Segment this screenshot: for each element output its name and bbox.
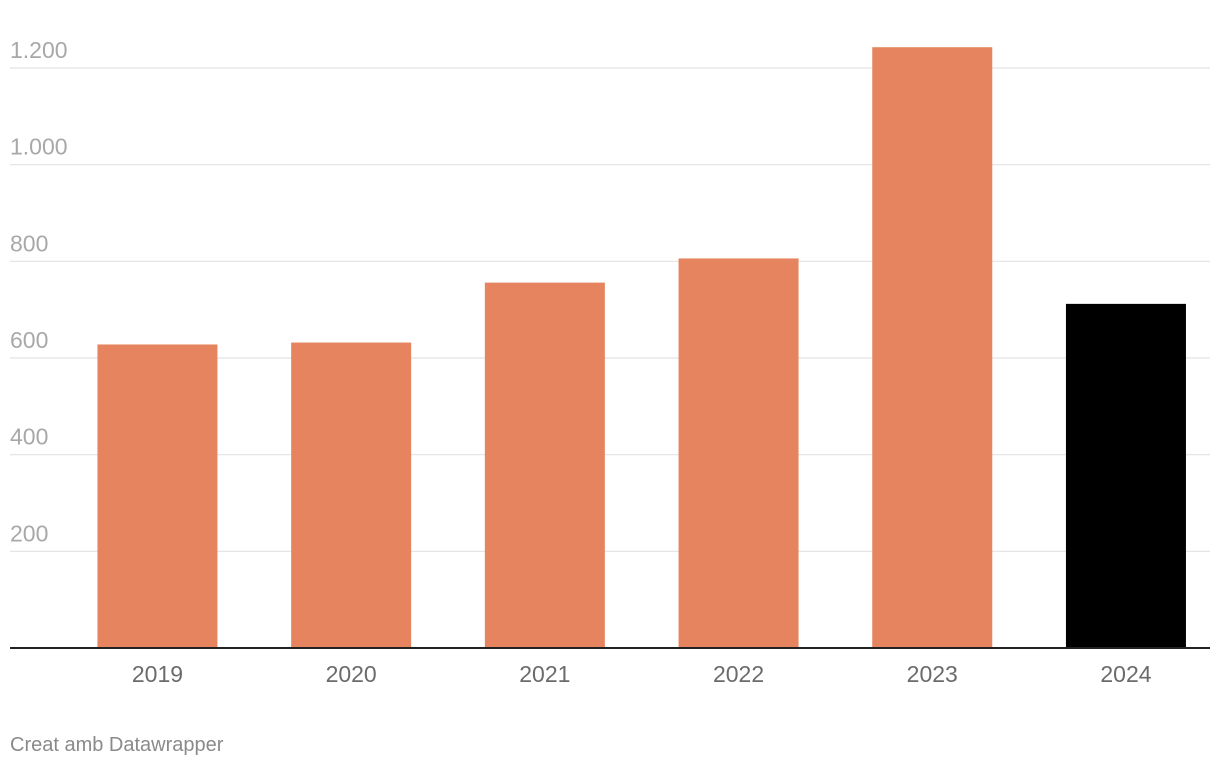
bar-2024[interactable] (1065, 303, 1186, 648)
y-axis-tick-labels: 200 400 600 800 1.000 1.200 (10, 37, 68, 546)
x-tick-label-2021: 2021 (519, 661, 570, 687)
x-tick-label-2022: 2022 (713, 661, 764, 687)
bar-2020[interactable] (291, 342, 412, 648)
y-tick-label: 200 (10, 520, 48, 546)
x-tick-label-2024: 2024 (1100, 661, 1151, 687)
bar-2021[interactable] (484, 282, 605, 648)
x-tick-label-2019: 2019 (132, 661, 183, 687)
datawrapper-credit[interactable]: Creat amb Datawrapper (10, 734, 224, 756)
x-axis-tick-labels: 2019 2020 2021 2022 2023 2024 (132, 661, 1152, 687)
bar-2023[interactable] (872, 47, 993, 648)
y-tick-label: 600 (10, 327, 48, 353)
bars (97, 47, 1186, 648)
bar-2022[interactable] (678, 258, 799, 648)
y-tick-label: 1.000 (10, 134, 68, 160)
y-tick-label: 800 (10, 230, 48, 256)
bar-2019[interactable] (97, 344, 218, 648)
y-tick-label: 400 (10, 424, 48, 450)
x-tick-label-2020: 2020 (326, 661, 377, 687)
x-tick-label-2023: 2023 (907, 661, 958, 687)
y-tick-label: 1.200 (10, 37, 68, 63)
